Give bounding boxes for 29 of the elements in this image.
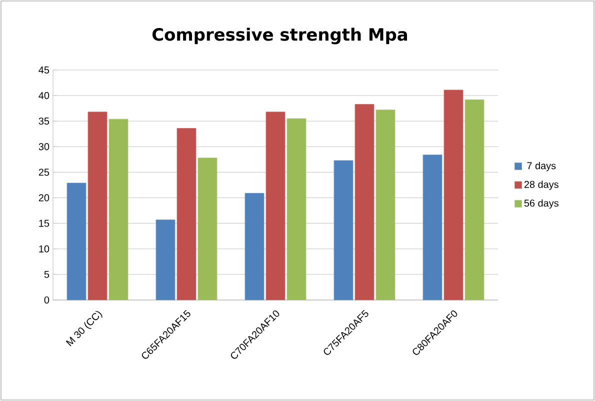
bar bbox=[198, 158, 218, 300]
y-tick-label: 5 bbox=[44, 270, 50, 278]
bar bbox=[66, 182, 86, 300]
y-tick-label: 20 bbox=[38, 194, 50, 202]
bar bbox=[176, 128, 196, 300]
y-tick-label: 45 bbox=[38, 66, 50, 74]
y-tick-label: 30 bbox=[38, 143, 50, 150]
y-tick-label: 10 bbox=[39, 245, 50, 252]
bar bbox=[354, 104, 374, 300]
legend-label: 28 days bbox=[524, 180, 558, 190]
bar bbox=[286, 118, 306, 300]
bar bbox=[88, 112, 108, 300]
legend-label: 7 days bbox=[527, 162, 556, 172]
bar bbox=[444, 90, 464, 300]
bar bbox=[266, 112, 286, 300]
y-tick-label: 15 bbox=[39, 220, 50, 227]
bar bbox=[334, 160, 354, 300]
legend-label: 56 days bbox=[524, 199, 558, 209]
bar bbox=[108, 118, 128, 300]
bar bbox=[244, 192, 264, 300]
bar bbox=[422, 154, 442, 300]
y-tick-label: 0 bbox=[44, 296, 50, 304]
y-tick-label: 35 bbox=[38, 118, 50, 125]
bar bbox=[464, 99, 484, 300]
y-tick-label: 25 bbox=[38, 168, 50, 176]
chart-title: Compressive strength Mpa bbox=[152, 28, 408, 44]
bar bbox=[156, 220, 176, 300]
bar bbox=[376, 110, 396, 300]
y-tick-label: 40 bbox=[38, 92, 50, 100]
